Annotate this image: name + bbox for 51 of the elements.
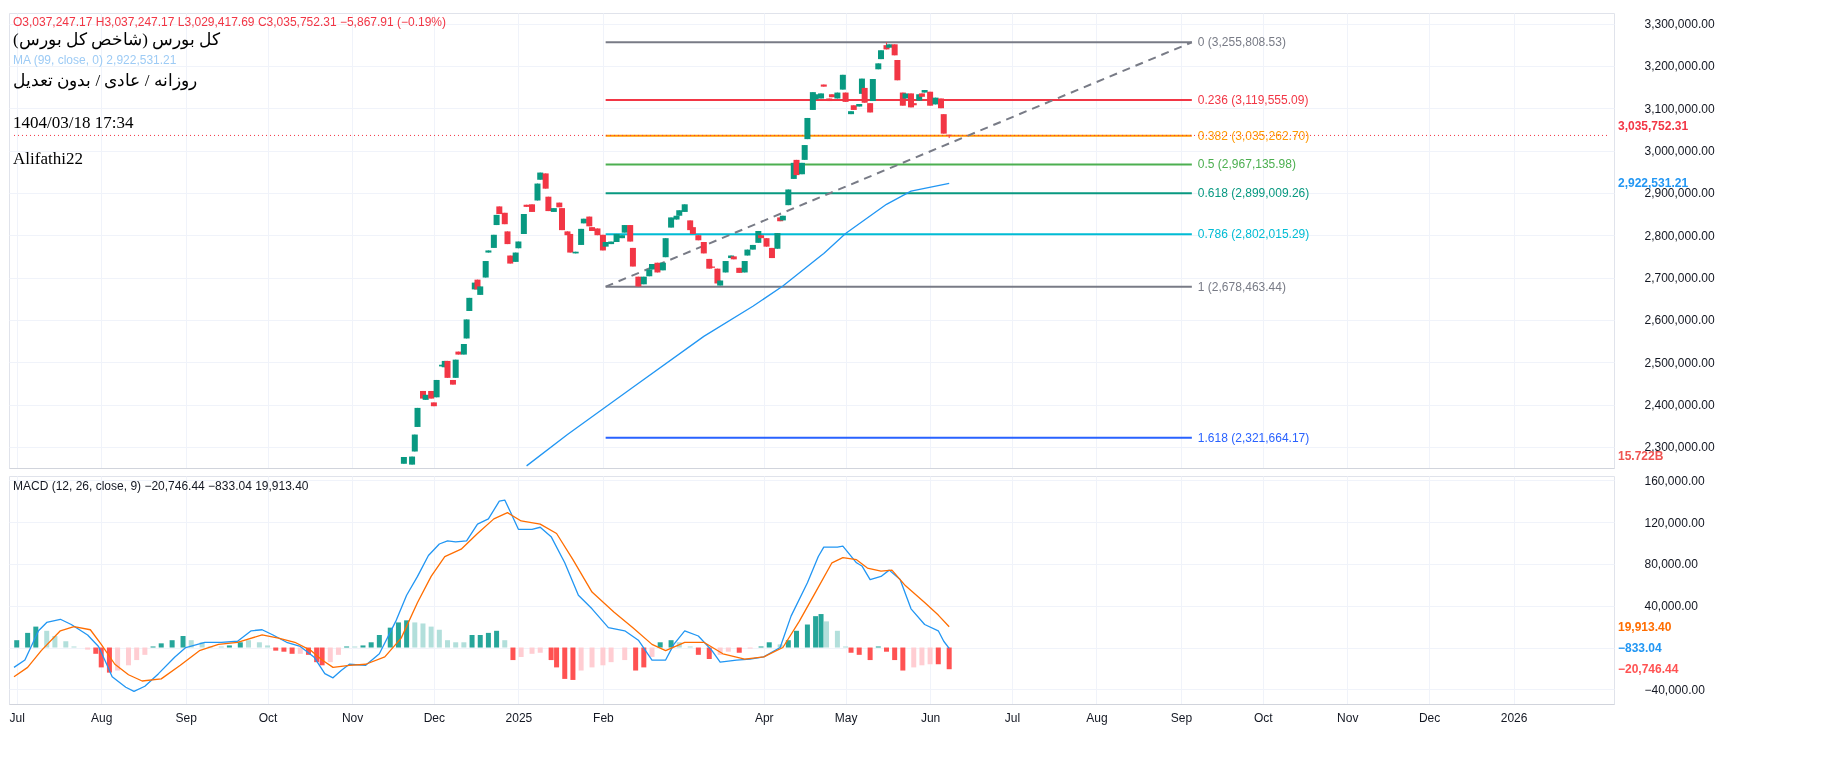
y-tick-label: 160,000.00: [1644, 473, 1705, 488]
ref-line-label: 0 (3,255,808.53): [1197, 35, 1286, 50]
y-tick-label: 120,000.00: [1644, 515, 1705, 530]
x-tick-label: Jul: [1004, 710, 1021, 725]
y-tick-label: 3,100,000.00: [1644, 101, 1715, 116]
ref-line-label: 0.786 (2,802,015.29): [1197, 227, 1310, 242]
x-tick-label: Oct: [258, 710, 279, 725]
y-tick-label: 3,300,000.00: [1644, 17, 1715, 32]
x-tick-label: Jul: [9, 710, 25, 725]
y-tick-label: 2,500,000.00: [1644, 355, 1715, 370]
x-tick-label: May: [834, 710, 858, 725]
x-tick-label: Sep: [175, 710, 198, 725]
ref-line-label: 0.236 (3,119,555.09): [1197, 92, 1309, 107]
text: کل بورس (شاخص کل بورس): [13, 30, 222, 50]
y-tick-label: 2,400,000.00: [1644, 398, 1715, 413]
x-tick-label: Jun: [920, 710, 941, 725]
y-tick-label: −40,000.00: [1644, 682, 1706, 697]
y-tick-label: 2,600,000.00: [1644, 313, 1715, 328]
x-tick-label: Feb: [593, 710, 615, 725]
x-tick-label: Apr: [754, 710, 774, 725]
y-tick-label: 2,700,000.00: [1644, 271, 1715, 286]
annotation: Alifathi22: [13, 149, 83, 168]
x-tick-label: Nov: [1337, 710, 1359, 725]
x-tick-label: Dec: [1418, 710, 1441, 725]
y-tick-label: 80,000.00: [1644, 557, 1699, 572]
text: روزانه / عادی / بدون تعدیل: [13, 71, 197, 91]
y-tick-label: 2,800,000.00: [1644, 228, 1715, 243]
text: −833.04: [1618, 641, 1663, 655]
x-tick-label: Sep: [1170, 710, 1193, 725]
x-tick-label: 2025: [505, 710, 533, 725]
x-tick-label: Dec: [423, 710, 446, 725]
x-tick-label: Oct: [1253, 710, 1274, 725]
y-tick-label: 3,200,000.00: [1644, 59, 1715, 74]
annotation: MA (99, close, 0) 2,922,531.21: [13, 53, 177, 67]
ref-line-label: 0.5 (2,967,135.98): [1197, 157, 1296, 172]
annotation: MACD (12, 26, close, 9) −20,746.44 −833.04 19,913.40: [13, 479, 309, 493]
ref-line-label: 1.618 (2,321,664.17): [1197, 430, 1310, 445]
ref-line-label: 0.618 (2,899,009.26): [1197, 186, 1310, 201]
annotation: O3,037,247.17 H3,037,247.17 L3,029,417.69 C3,035,752.31 −5,867.91 (−0.19%): [13, 15, 447, 29]
text: −20,746.44: [1618, 662, 1679, 676]
text: 19,913.40: [1618, 620, 1672, 634]
y-tick-label: 3,000,000.00: [1644, 144, 1715, 159]
x-tick-label: Aug: [91, 710, 113, 725]
ref-line-label: 3,035,752.31: [1618, 119, 1689, 134]
ref-line-label: 1 (2,678,463.44): [1197, 279, 1286, 294]
y-tick-label: 40,000.00: [1644, 599, 1699, 614]
ref-line-label: 0.382 (3,035,262.70): [1197, 128, 1310, 143]
x-tick-label: Nov: [341, 710, 364, 725]
x-tick-label: 2026: [1500, 710, 1528, 725]
x-tick-label: Aug: [1086, 710, 1108, 725]
annotation: 1404/03/18 17:34: [13, 113, 134, 132]
